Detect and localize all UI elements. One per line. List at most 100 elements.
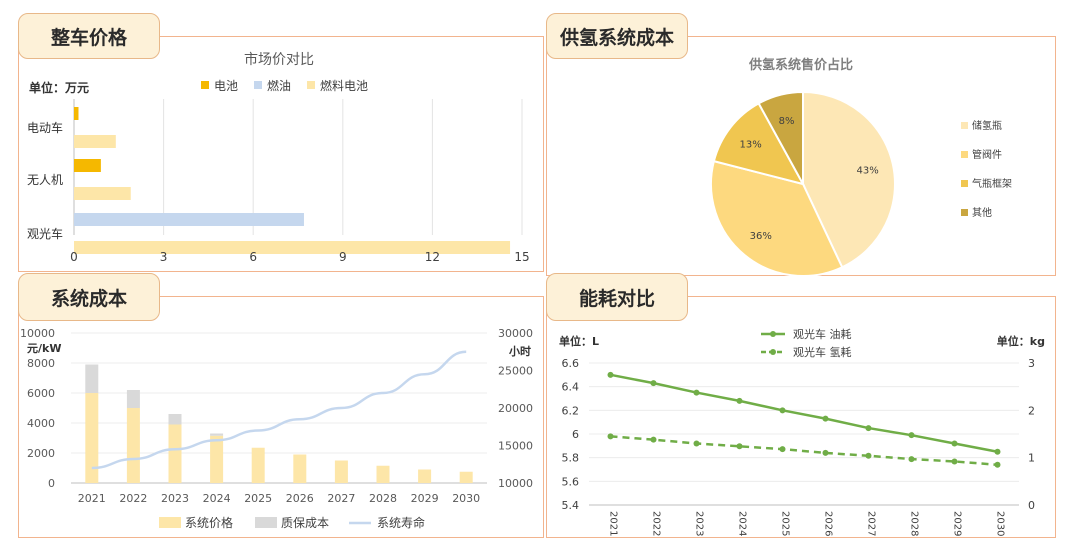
y-tick-label: 0	[48, 477, 55, 490]
y2-tick-label: 15000	[498, 440, 533, 453]
y-tick-label: 5.6	[562, 475, 580, 488]
bar	[334, 460, 348, 483]
y-tick-label: 6.2	[562, 404, 580, 417]
x-tick-label: 2023	[161, 492, 189, 505]
y2-tick-label: 30000	[498, 327, 533, 340]
x-tick-label: 12	[425, 250, 440, 264]
legend-label: 燃油	[267, 78, 291, 93]
y-tick-label: 5.8	[562, 452, 580, 465]
y2-tick-label: 25000	[498, 365, 533, 378]
legend-swatch	[961, 209, 968, 216]
legend-marker	[770, 331, 776, 337]
legend-label: 燃料电池	[320, 78, 368, 93]
x-tick-label: 2029	[411, 492, 439, 505]
data-point	[693, 389, 700, 396]
y-tick-label: 8000	[27, 357, 55, 370]
x-tick-label: 2024	[737, 511, 748, 536]
data-point	[994, 461, 1001, 468]
cost-panel-tab[interactable]: 供氢系统成本	[546, 13, 688, 59]
y2-axis-unit: 单位：kg	[997, 334, 1045, 348]
data-point	[865, 425, 872, 432]
bar	[168, 414, 182, 425]
data-point	[650, 436, 657, 443]
x-tick-label: 2026	[823, 511, 834, 536]
data-point	[779, 407, 786, 414]
system-panel-tab[interactable]: 系统成本	[18, 273, 160, 321]
x-tick-label: 2027	[866, 511, 877, 536]
series-line	[610, 435, 998, 467]
bar	[293, 454, 307, 483]
legend-label: 电池	[214, 79, 238, 93]
legend-label: 管阀件	[972, 148, 1002, 161]
y2-tick-label: 1	[1028, 452, 1035, 465]
x-tick-label: 2030	[452, 492, 480, 505]
x-tick-label: 6	[249, 250, 257, 264]
category-label: 观光车	[27, 226, 63, 241]
data-point	[865, 452, 872, 459]
legend-label: 储氢瓶	[972, 119, 1002, 132]
data-point	[650, 380, 657, 387]
x-tick-label: 9	[339, 250, 347, 264]
legend-label: 其他	[972, 206, 992, 219]
bar	[74, 187, 131, 200]
category-label: 电动车	[27, 120, 63, 135]
x-tick-label: 2025	[780, 511, 791, 536]
x-tick-label: 2027	[327, 492, 355, 505]
x-tick-label: 2030	[995, 511, 1006, 536]
x-tick-label: 2025	[244, 492, 272, 505]
pie-slice	[757, 90, 804, 185]
energy-panel-tab[interactable]: 能耗对比	[546, 273, 688, 321]
bar	[126, 390, 140, 408]
y-tick-label: 2000	[27, 447, 55, 460]
y-tick-label: 6000	[27, 387, 55, 400]
data-point	[951, 458, 958, 465]
y-tick-label: 6.6	[562, 357, 580, 370]
bar	[126, 408, 140, 483]
legend-swatch	[961, 122, 968, 129]
data-point	[607, 433, 614, 440]
bar	[74, 241, 511, 254]
slice-label: 13%	[740, 139, 762, 150]
legend-label: 系统价格	[185, 515, 233, 530]
y-tick-label: 10000	[20, 327, 55, 340]
legend-label: 观光车 氢耗	[793, 345, 852, 359]
bar	[168, 424, 182, 483]
legend-label: 质保成本	[281, 516, 329, 530]
market-price-panel: 市场价对比 单位：万元 电池 燃油 燃料电池 电动车 无人机 观光车 0 3 6 9 12 15	[18, 36, 544, 272]
bar	[74, 135, 116, 148]
bar	[418, 469, 432, 483]
y-axis-unit: 单位：L	[559, 334, 599, 348]
data-point	[822, 415, 829, 422]
bar	[74, 107, 79, 120]
y-axis-unit: 元/kW	[27, 342, 61, 355]
legend-swatch	[159, 517, 181, 528]
data-point	[994, 448, 1001, 455]
y2-tick-label: 10000	[498, 477, 533, 490]
x-tick-label: 2022	[651, 511, 662, 536]
x-tick-label: 2021	[78, 492, 106, 505]
unit-label: 单位：万元	[29, 80, 89, 95]
legend-swatch	[961, 180, 968, 187]
system-cost-panel: 元/kW 小时 0 2000 4000 6000 8000 10000 10000 15000…	[18, 296, 544, 538]
x-tick-label: 2028	[369, 492, 397, 505]
y-tick-label: 6.4	[562, 381, 580, 394]
bar	[459, 471, 473, 483]
x-tick-label: 2023	[694, 511, 705, 536]
x-tick-label: 2029	[952, 511, 963, 536]
chart-title: 市场价对比	[244, 51, 314, 68]
slice-label: 43%	[857, 166, 879, 177]
y-tick-label: 6	[572, 428, 579, 441]
legend-swatch	[254, 81, 262, 89]
legend-swatch	[307, 81, 315, 89]
x-tick-label: 3	[160, 250, 168, 264]
legend-label: 观光车 油耗	[793, 327, 852, 341]
pie-slice	[710, 159, 844, 277]
price-panel-tab[interactable]: 整车价格	[18, 13, 160, 59]
chart-title: 供氢系统售价占比	[748, 57, 853, 73]
bar	[85, 393, 99, 483]
x-tick-label: 2022	[119, 492, 147, 505]
bar	[210, 435, 224, 483]
